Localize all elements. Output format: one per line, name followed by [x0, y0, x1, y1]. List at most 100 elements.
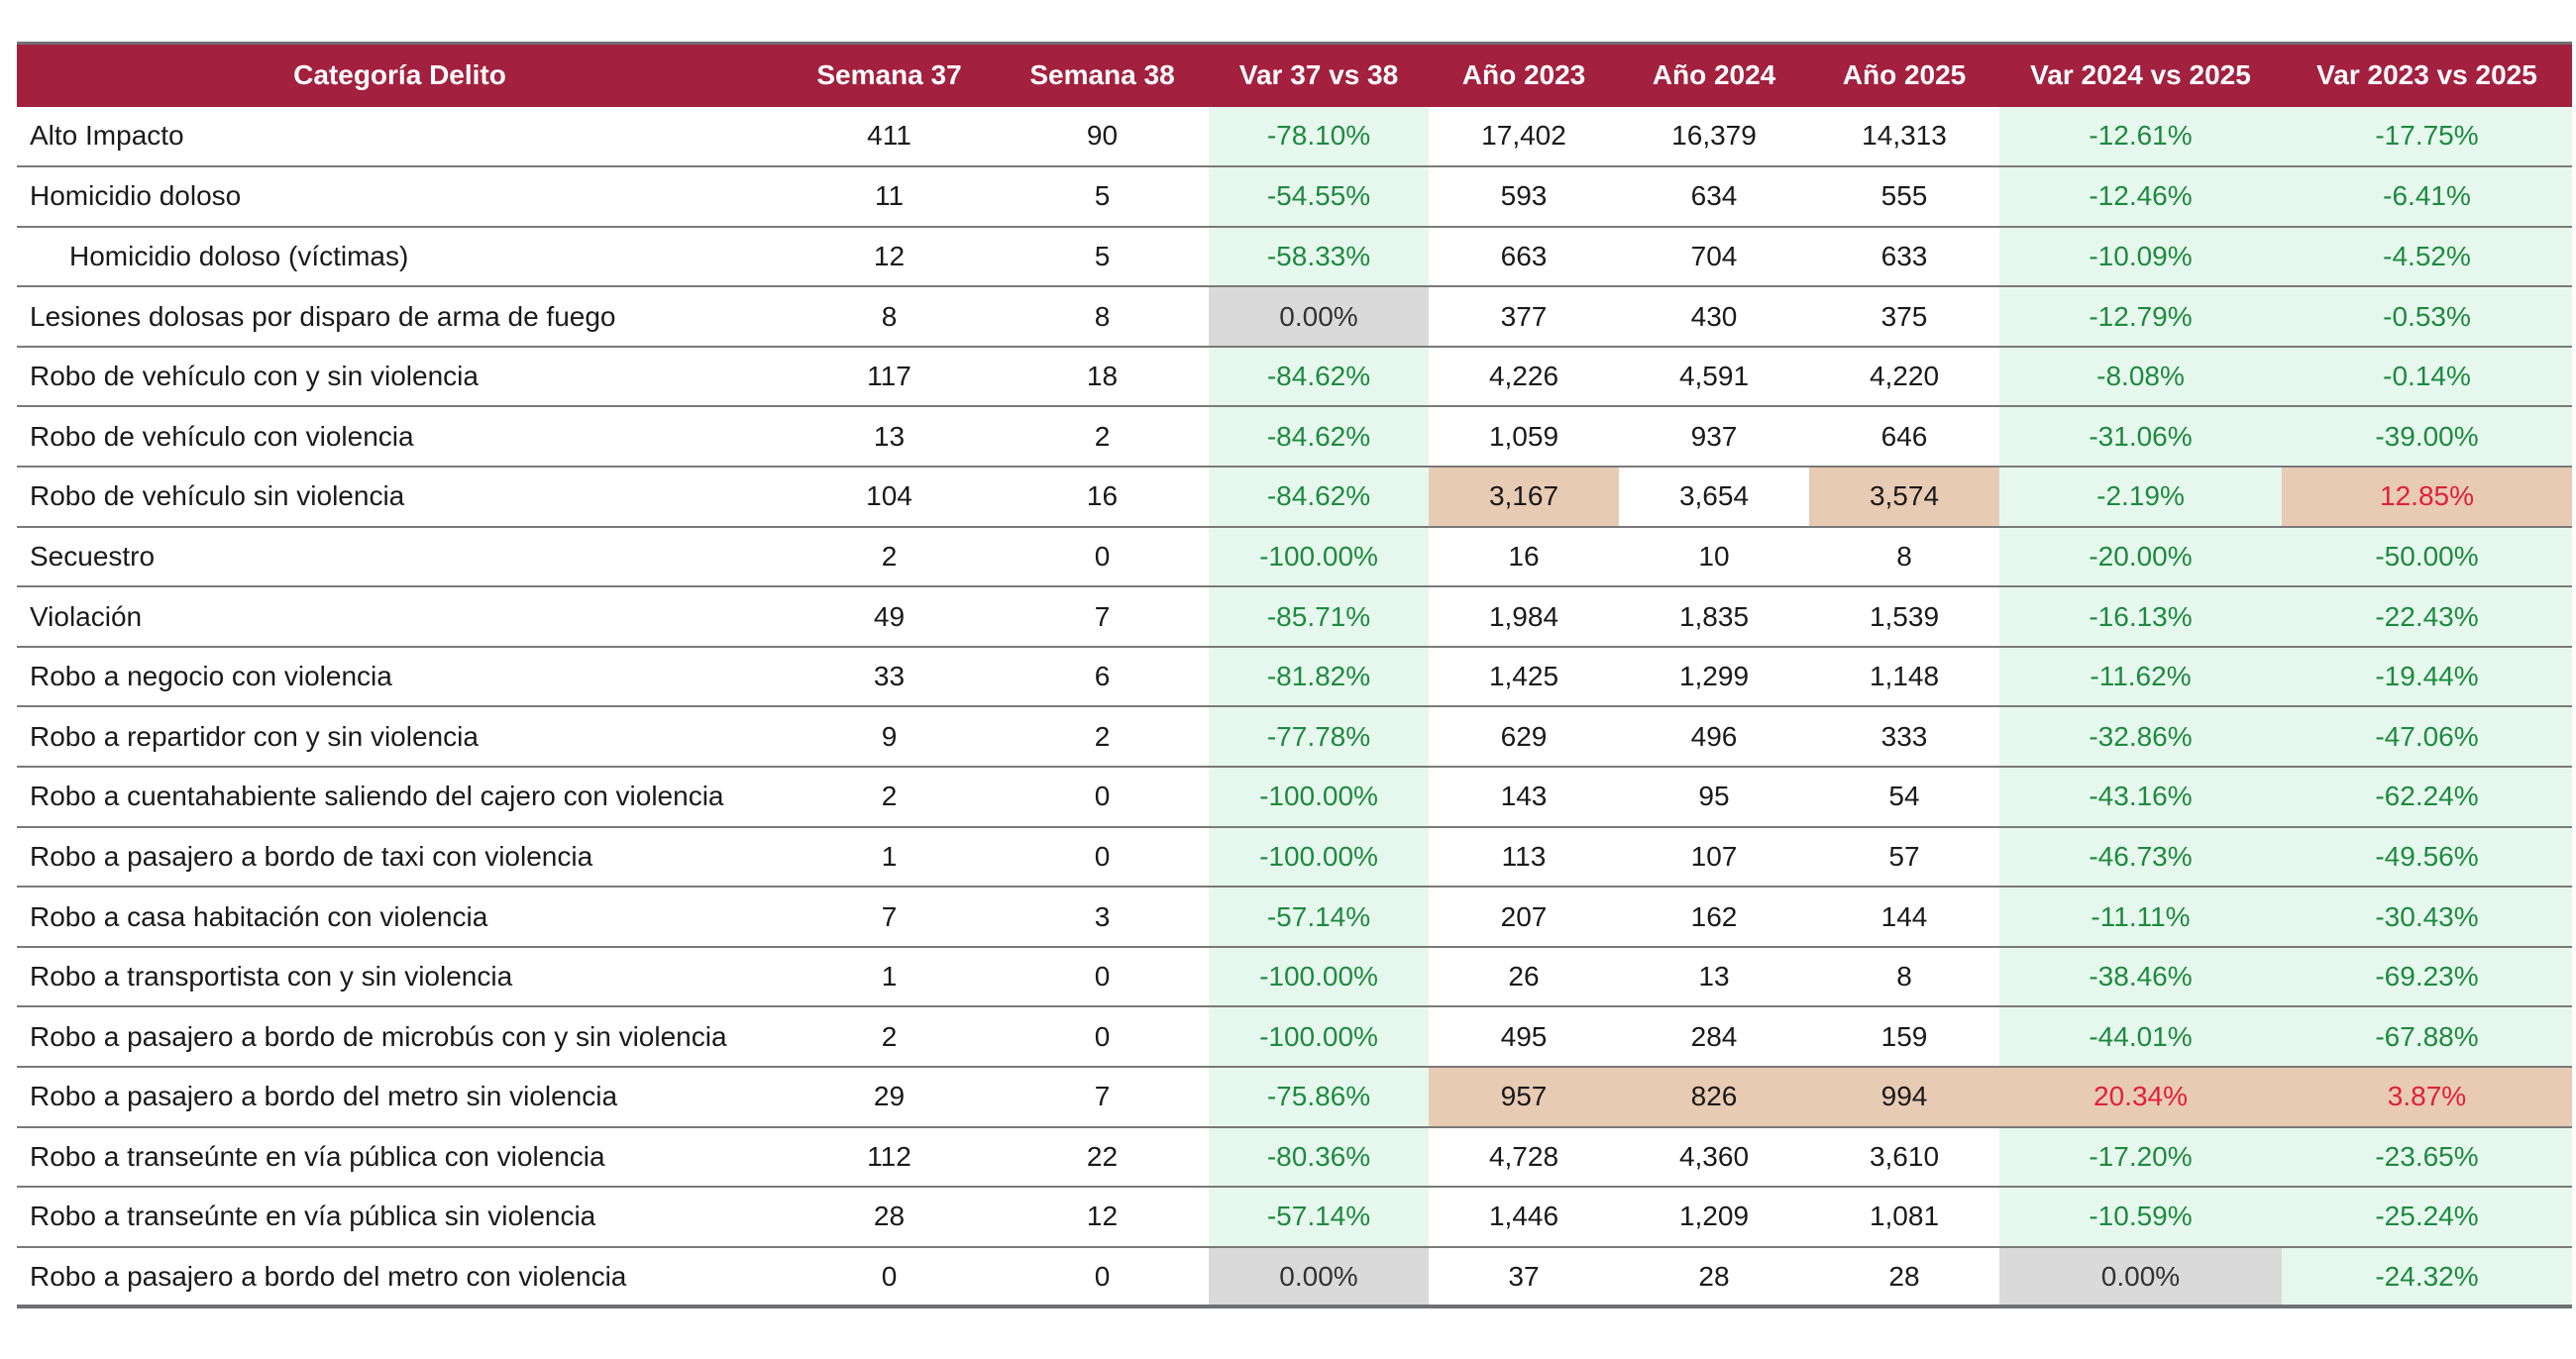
cell-anio-2024: 4,360 [1619, 1126, 1809, 1189]
table-row: Robo a repartidor con y sin violencia 9 2-… [17, 706, 2572, 769]
cell-anio-2024: 3,654 [1619, 467, 1809, 528]
header-anio-2024: Año 2024 [1619, 42, 1809, 107]
cell-anio-2023: 3,167 [1429, 467, 1619, 528]
cell-anio-2023: 26 [1429, 946, 1619, 1008]
cell-anio-2024: 107 [1619, 826, 1809, 889]
table-row: Robo a negocio con violencia 33 6 -81.82% 1,… [17, 646, 2572, 708]
cell-var-2024-2025: -20.00% [1999, 526, 2282, 588]
cell-var-2023-2025: -4.52% [2282, 226, 2572, 288]
cell-anio-2023: 629 [1429, 706, 1619, 769]
cell-categoria: Alto Impacto [17, 106, 783, 168]
cell-anio-2023: 113 [1429, 826, 1619, 889]
header-var-2024-2025: Var 2024 vs 2025 [1999, 42, 2282, 107]
cell-anio-2023: 495 [1429, 1006, 1619, 1068]
table-row: Robo de vehículo sin violencia 104 16 -84.6… [17, 467, 2572, 528]
cell-semana-38: 7 [996, 1067, 1209, 1128]
cell-semana-37: 117 [783, 346, 996, 408]
header-anio-2025: Año 2025 [1809, 42, 1999, 107]
cell-anio-2024: 1,209 [1619, 1187, 1809, 1248]
cell-anio-2024: 13 [1619, 946, 1809, 1008]
cell-semana-37: 2 [783, 526, 996, 588]
cell-anio-2023: 37 [1429, 1246, 1619, 1309]
cell-semana-37: 0 [783, 1246, 996, 1309]
cell-semana-38: 8 [996, 286, 1209, 348]
crime-table: Categoría Delito Semana 37 Semana 38 Var… [17, 42, 2572, 1309]
cell-var-2023-2025: -69.23% [2282, 946, 2572, 1008]
cell-categoria: Robo a transeúnte en vía pública con vio… [17, 1126, 783, 1189]
table-row: Lesiones dolosas por disparo de arma de … [17, 286, 2572, 348]
cell-var-2024-2025: -2.19% [1999, 467, 2282, 528]
table-row: Robo a pasajero a bordo del metro con vi… [17, 1246, 2572, 1309]
cell-anio-2023: 1,984 [1429, 586, 1619, 648]
cell-semana-37: 1 [783, 826, 996, 889]
cell-categoria: Robo a cuentahabiente saliendo del cajer… [17, 767, 783, 828]
cell-var-2024-2025: -16.13% [1999, 586, 2282, 648]
cell-semana-38: 2 [996, 406, 1209, 469]
header-anio-2023: Año 2023 [1429, 42, 1619, 107]
cell-semana-38: 16 [996, 467, 1209, 528]
cell-var-2023-2025: -50.00% [2282, 526, 2572, 588]
cell-anio-2025: 54 [1809, 767, 1999, 828]
table-row: Secuestro 2 0 -100.00% 16 10 8 -20.00% -50.00% [17, 526, 2572, 588]
cell-anio-2025: 28 [1809, 1246, 1999, 1309]
cell-anio-2023: 957 [1429, 1067, 1619, 1128]
cell-anio-2025: 633 [1809, 226, 1999, 288]
cell-var-2024-2025: -17.20% [1999, 1126, 2282, 1189]
cell-anio-2025: 8 [1809, 526, 1999, 588]
cell-var-2023-2025: -30.43% [2282, 887, 2572, 948]
cell-categoria: Robo a casa habitación con violencia [17, 887, 783, 948]
cell-semana-37: 29 [783, 1067, 996, 1128]
cell-anio-2024: 430 [1619, 286, 1809, 348]
cell-semana-37: 9 [783, 706, 996, 769]
table-row: Homicidio doloso 11 5 -54.55% 593 634 555 -12.4… [17, 166, 2572, 228]
cell-var-37-38: -80.36% [1209, 1126, 1429, 1189]
cell-anio-2025: 994 [1809, 1067, 1999, 1128]
cell-anio-2024: 95 [1619, 767, 1809, 828]
cell-anio-2024: 284 [1619, 1006, 1809, 1068]
cell-anio-2023: 663 [1429, 226, 1619, 288]
cell-categoria: Robo de vehículo con y sin violencia [17, 346, 783, 408]
cell-semana-38: 5 [996, 226, 1209, 288]
cell-semana-37: 13 [783, 406, 996, 469]
cell-semana-38: 0 [996, 1006, 1209, 1068]
cell-categoria: Robo a negocio con violencia [17, 646, 783, 708]
cell-categoria: Robo de vehículo con violencia [17, 406, 783, 469]
table-row: Robo a pasajero a bordo del metro sin vi… [17, 1067, 2572, 1128]
cell-categoria: Robo a pasajero a bordo del metro con vi… [17, 1246, 783, 1309]
header-categoria: Categoría Delito [17, 42, 783, 107]
table-body: Alto Impacto 411 90 -78.10% 17,402 16,379 14,3… [17, 106, 2572, 1309]
cell-semana-37: 33 [783, 646, 996, 708]
cell-anio-2023: 4,226 [1429, 346, 1619, 408]
cell-anio-2025: 159 [1809, 1006, 1999, 1068]
table-row: Robo a transeúnte en vía pública sin vio… [17, 1187, 2572, 1248]
cell-var-37-38: -84.62% [1209, 467, 1429, 528]
cell-semana-37: 12 [783, 226, 996, 288]
table-row: Robo de vehículo con violencia 13 2 -84.62%… [17, 406, 2572, 469]
cell-var-2024-2025: -31.06% [1999, 406, 2282, 469]
cell-var-2024-2025: -10.09% [1999, 226, 2282, 288]
cell-var-2024-2025: -10.59% [1999, 1187, 2282, 1248]
cell-semana-38: 6 [996, 646, 1209, 708]
cell-anio-2024: 634 [1619, 166, 1809, 228]
cell-anio-2025: 3,574 [1809, 467, 1999, 528]
cell-var-37-38: -78.10% [1209, 106, 1429, 168]
cell-var-2024-2025: 0.00% [1999, 1246, 2282, 1309]
cell-semana-38: 0 [996, 826, 1209, 889]
cell-var-2024-2025: -11.11% [1999, 887, 2282, 948]
header-semana-38: Semana 38 [996, 42, 1209, 107]
table-row: Homicidio doloso (víctimas) 12 5 -58.33% 663… [17, 226, 2572, 288]
cell-var-37-38: -75.86% [1209, 1067, 1429, 1128]
cell-var-2024-2025: 20.34% [1999, 1067, 2282, 1128]
cell-semana-38: 5 [996, 166, 1209, 228]
cell-var-37-38: -58.33% [1209, 226, 1429, 288]
cell-anio-2024: 826 [1619, 1067, 1809, 1128]
cell-var-2023-2025: -67.88% [2282, 1006, 2572, 1068]
cell-anio-2023: 4,728 [1429, 1126, 1619, 1189]
cell-anio-2024: 1,299 [1619, 646, 1809, 708]
cell-var-2024-2025: -46.73% [1999, 826, 2282, 889]
cell-semana-38: 3 [996, 887, 1209, 948]
cell-var-2024-2025: -12.61% [1999, 106, 2282, 168]
cell-var-2023-2025: -22.43% [2282, 586, 2572, 648]
cell-var-2024-2025: -12.46% [1999, 166, 2282, 228]
cell-categoria: Homicidio doloso [17, 166, 783, 228]
